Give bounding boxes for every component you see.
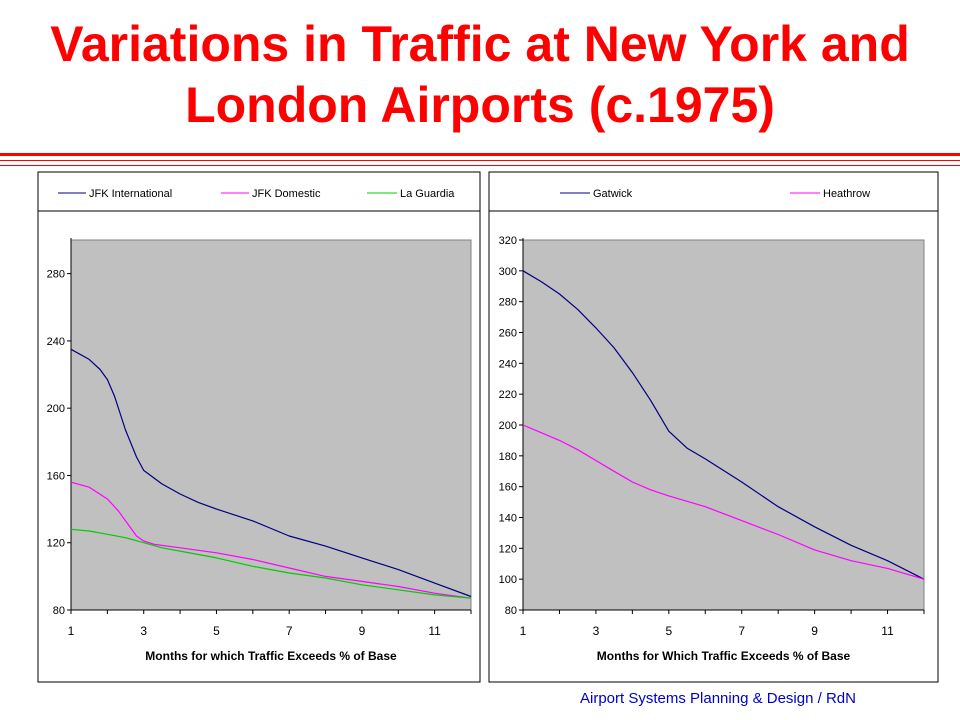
- legend-label: JFK Domestic: [252, 188, 321, 200]
- x-tick-label: 1: [520, 624, 527, 638]
- series-line-jfk-international: [70, 348, 472, 598]
- y-tick-label: 280: [499, 297, 517, 309]
- x-tick-label: 5: [665, 624, 672, 638]
- y-tick-label: 320: [499, 235, 517, 247]
- footer-credit: Airport Systems Planning & Design / RdN: [580, 690, 856, 707]
- y-tick-label: 140: [499, 513, 517, 525]
- x-tick-label: 9: [811, 624, 818, 638]
- y-tick-label: 240: [499, 358, 517, 370]
- title-rule-thick: [0, 153, 960, 156]
- y-tick-label: 200: [499, 420, 517, 432]
- y-tick-label: 260: [499, 328, 517, 340]
- plot-area: [70, 239, 472, 611]
- y-tick-label: 80: [53, 605, 65, 617]
- plot-area: [522, 239, 925, 611]
- x-tick-label: 7: [286, 624, 293, 638]
- y-tick-label: 180: [499, 451, 517, 463]
- x-tick-label: 11: [428, 624, 441, 638]
- series-line-gatwick: [522, 270, 925, 580]
- x-tick-label: 3: [593, 624, 600, 638]
- legend-label: Heathrow: [823, 188, 870, 200]
- y-tick-label: 200: [47, 403, 65, 415]
- y-tick-label: 160: [47, 470, 65, 482]
- y-tick-label: 120: [499, 543, 517, 555]
- x-tick-label: 11: [881, 624, 894, 638]
- x-tick-label: 9: [359, 624, 366, 638]
- y-tick-label: 220: [499, 389, 517, 401]
- series-line-jfk-domestic: [70, 481, 472, 599]
- legend-label: JFK International: [89, 188, 172, 200]
- series-line-la-guardia: [70, 528, 472, 599]
- y-tick-label: 120: [47, 538, 65, 550]
- x-tick-label: 5: [213, 624, 220, 638]
- y-tick-label: 240: [47, 336, 65, 348]
- title-rule-thin: [0, 160, 960, 161]
- y-tick-label: 80: [505, 605, 517, 617]
- x-axis-label: Months for Which Traffic Exceeds % of Ba…: [597, 649, 851, 663]
- x-tick-label: 1: [68, 624, 75, 638]
- x-tick-label: 7: [738, 624, 745, 638]
- chart-2: Gatwick Heathrow 80 100 120 140 160 180 200 220 24…: [488, 171, 939, 683]
- x-axis-label: Months for which Traffic Exceeds % of Ba…: [145, 649, 397, 663]
- y-tick-label: 280: [47, 269, 65, 281]
- legend-label: La Guardia: [400, 188, 455, 200]
- series-line-heathrow: [522, 424, 925, 580]
- y-tick-label: 100: [499, 574, 517, 586]
- x-tick-label: 3: [140, 624, 147, 638]
- legend-label: Gatwick: [593, 188, 633, 200]
- y-tick-label: 300: [499, 266, 517, 278]
- slide-title: Variations in Traffic at New York and Lo…: [50, 16, 910, 133]
- title-rule-thin-lower: [0, 165, 960, 166]
- chart-1: JFK International JFK Domestic La Guardia 8…: [37, 171, 481, 683]
- y-tick-label: 160: [499, 482, 517, 494]
